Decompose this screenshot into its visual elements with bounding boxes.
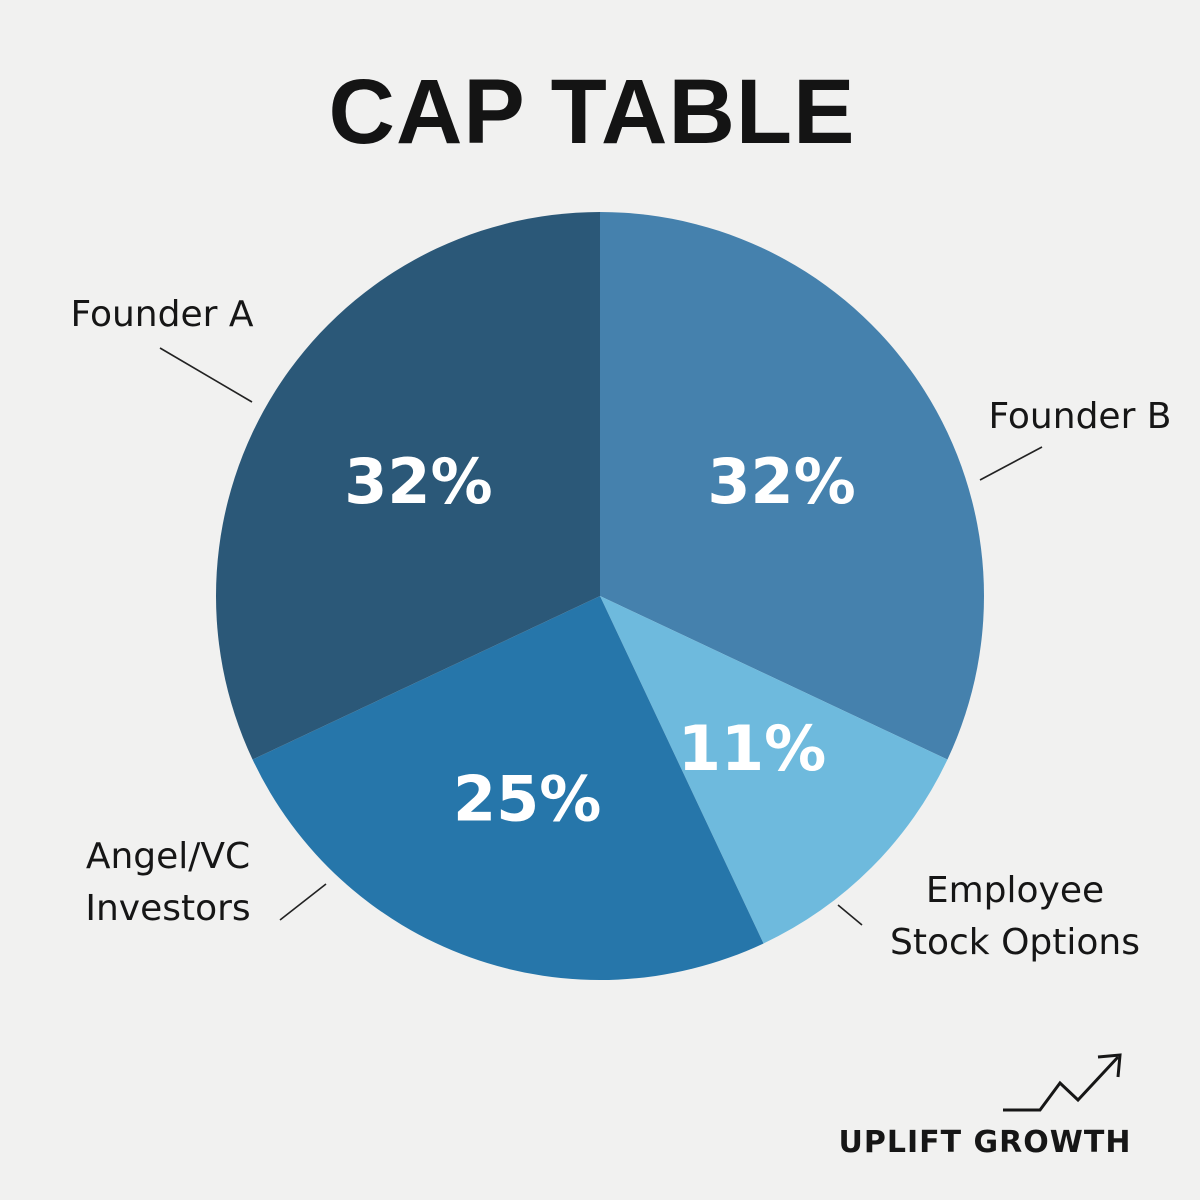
slice-category-label: Angel/VC Investors <box>85 836 250 929</box>
pie-category-labels: Founder B Employee Stock Options Angel/VC In… <box>71 294 1172 963</box>
pie-slice-employee-stock-options <box>600 596 948 944</box>
trend-up-arrow-icon <box>1003 1053 1122 1112</box>
chart-title: CAP TABLE <box>329 61 856 163</box>
brand-name: UPLIFT GROWTH <box>839 1125 1132 1160</box>
slice-percent-label: 32% <box>707 445 855 518</box>
slice-category-label: Founder A <box>71 294 254 335</box>
pie-slices <box>215 212 984 980</box>
slice-percent-label: 25% <box>453 762 601 835</box>
brand-logo: UPLIFT GROWTH <box>839 1053 1132 1160</box>
slice-category-label: Founder B <box>988 396 1171 437</box>
leader-line <box>979 446 1043 481</box>
leader-line <box>837 904 863 926</box>
slice-percent-label: 32% <box>344 445 492 518</box>
pie-slice-founder-a <box>215 212 600 760</box>
pie-leader-lines <box>159 347 1043 926</box>
slice-percent-label: 11% <box>678 712 826 785</box>
leader-line <box>159 347 253 403</box>
pie-slice-angel-vc-investors <box>252 596 764 980</box>
leader-line <box>279 883 327 921</box>
pie-percent-labels: 32% 11% 25% 32% <box>344 445 856 836</box>
slice-category-label: Employee Stock Options <box>890 870 1140 963</box>
pie-slice-founder-b <box>600 212 984 760</box>
